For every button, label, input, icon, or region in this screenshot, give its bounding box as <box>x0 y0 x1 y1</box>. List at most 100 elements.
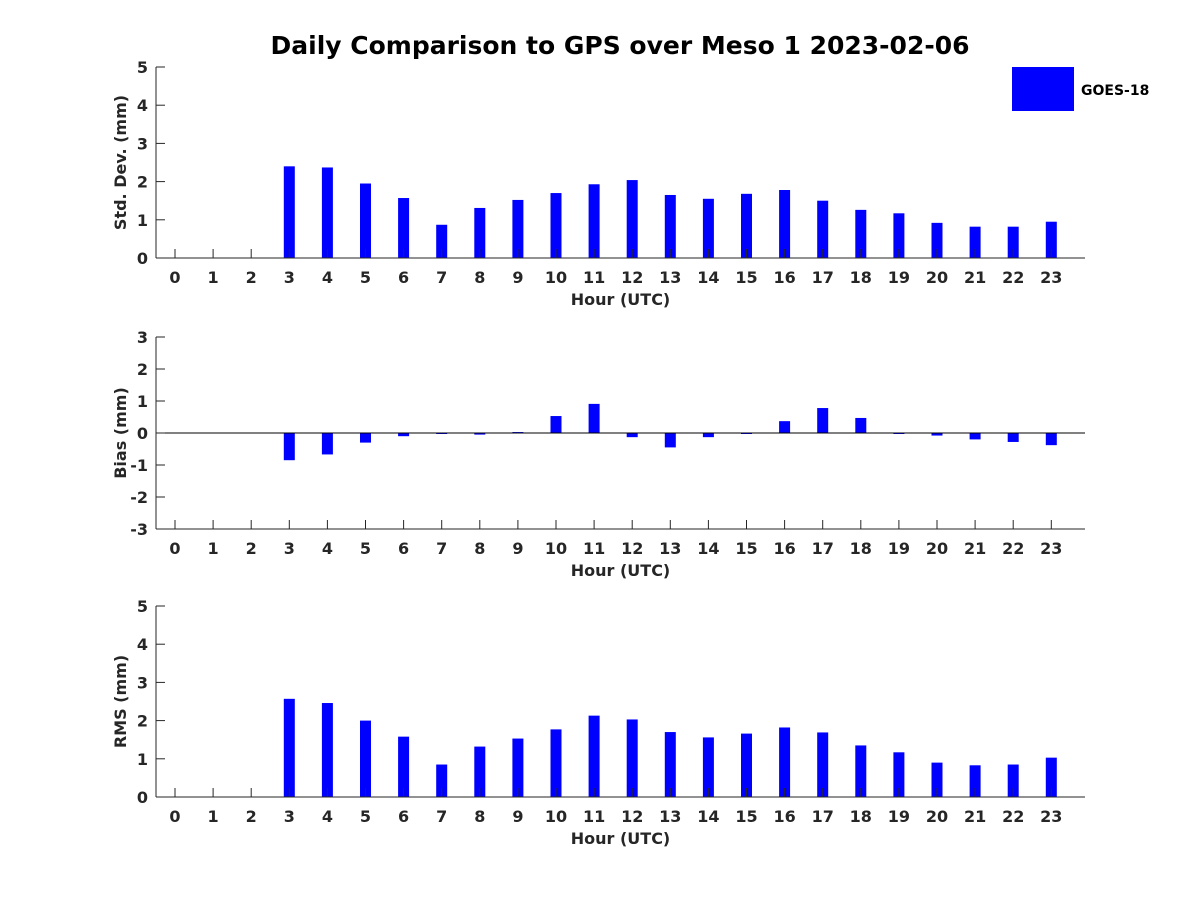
rms-bar-hour-10 <box>550 729 562 797</box>
std-dev-y-tick-label: 3 <box>137 134 148 153</box>
bias-bar-hour-4 <box>321 433 333 455</box>
rms-x-tick-label: 16 <box>773 807 795 826</box>
std-dev-bar-hour-19 <box>893 213 905 258</box>
bias-x-tick-label: 22 <box>1002 539 1024 558</box>
rms-bar-hour-5 <box>360 720 371 797</box>
rms-y-tick-label: 3 <box>137 673 148 692</box>
bias-y-tick-label: -1 <box>130 456 148 475</box>
rms-bar-hour-8 <box>474 746 486 797</box>
bias-bar-hour-5 <box>360 433 371 443</box>
std-dev-x-tick-label: 16 <box>773 268 795 287</box>
rms-bar-hour-17 <box>817 732 829 797</box>
std-dev-x-tick-label: 12 <box>621 268 643 287</box>
bias-bar-hour-11 <box>588 403 600 433</box>
bias-x-tick-label: 10 <box>545 539 567 558</box>
rms-bar-hour-22 <box>1007 764 1019 797</box>
bias-bar-hour-10 <box>550 416 562 433</box>
std-dev-bar-hour-5 <box>360 183 371 258</box>
std-dev-x-tick-label: 2 <box>246 268 257 287</box>
std-dev-bar-hour-12 <box>626 180 638 258</box>
bias-x-tick-label: 1 <box>208 539 219 558</box>
std-dev-bar-hour-15 <box>741 193 752 258</box>
std-dev-bar-hour-9 <box>512 199 524 258</box>
std-dev-bar-hour-7 <box>436 224 448 258</box>
std-dev-bar-hour-18 <box>855 209 867 258</box>
bias-x-tick-label: 8 <box>474 539 485 558</box>
std-dev-bar-hour-13 <box>664 194 676 258</box>
std-dev-bar-hour-20 <box>931 222 943 258</box>
bias-bar-hour-12 <box>626 433 638 438</box>
rms-bar-hour-13 <box>664 732 676 797</box>
std-dev-bar-hour-22 <box>1007 226 1019 258</box>
std-dev-bar-hour-3 <box>283 166 295 258</box>
bias-y-tick-label: 3 <box>137 328 148 347</box>
bias-bar-hour-21 <box>969 433 981 440</box>
std-dev-x-tick-label: 15 <box>735 268 757 287</box>
rms-bar-hour-15 <box>741 733 752 797</box>
rms-x-tick-label: 6 <box>398 807 409 826</box>
std-dev-x-tick-label: 8 <box>474 268 485 287</box>
rms-bar-hour-11 <box>588 715 600 797</box>
std-dev-x-tick-label: 22 <box>1002 268 1024 287</box>
rms-x-tick-label: 2 <box>246 807 257 826</box>
rms-x-tick-label: 9 <box>512 807 523 826</box>
std-dev-x-tick-label: 20 <box>926 268 948 287</box>
bias-x-tick-label: 12 <box>621 539 643 558</box>
std-dev-y-tick-label: 5 <box>137 58 148 77</box>
rms-x-tick-label: 14 <box>697 807 719 826</box>
bias-bar-hour-3 <box>283 433 295 461</box>
bias-bar-hour-17 <box>817 408 829 433</box>
bias-y-tick-label: 0 <box>137 424 148 443</box>
std-dev-y-tick-label: 4 <box>137 96 148 115</box>
std-dev-x-tick-label: 1 <box>208 268 219 287</box>
rms-y-tick-label: 1 <box>137 750 148 769</box>
rms-x-tick-label: 8 <box>474 807 485 826</box>
rms-bar-hour-19 <box>893 752 905 797</box>
rms-bar-hour-18 <box>855 745 867 797</box>
std-dev-bar-hour-6 <box>398 198 410 258</box>
bias-x-tick-label: 0 <box>169 539 180 558</box>
std-dev-x-tick-label: 3 <box>284 268 295 287</box>
rms-x-tick-label: 0 <box>169 807 180 826</box>
std-dev-bar-hour-11 <box>588 184 600 258</box>
rms-x-tick-label: 1 <box>208 807 219 826</box>
rms-x-tick-label: 11 <box>583 807 605 826</box>
std-dev-x-axis-label: Hour (UTC) <box>571 290 671 309</box>
std-dev-bar-hour-4 <box>321 167 333 258</box>
bias-bar-hour-23 <box>1045 433 1057 446</box>
rms-x-tick-label: 21 <box>964 807 986 826</box>
rms-x-tick-label: 10 <box>545 807 567 826</box>
rms-x-tick-label: 18 <box>850 807 872 826</box>
std-dev-x-tick-label: 5 <box>360 268 371 287</box>
rms-bar-hour-21 <box>969 765 981 797</box>
bias-y-tick-label: -2 <box>130 488 148 507</box>
bias-x-tick-label: 9 <box>512 539 523 558</box>
bias-x-tick-label: 5 <box>360 539 371 558</box>
legend: GOES-18 <box>1012 67 1149 111</box>
std-dev-x-tick-label: 10 <box>545 268 567 287</box>
bias-x-tick-label: 14 <box>697 539 719 558</box>
rms-y-tick-label: 5 <box>137 597 148 616</box>
rms-x-tick-label: 13 <box>659 807 681 826</box>
bias-x-axis-label: Hour (UTC) <box>571 561 671 580</box>
rms-x-tick-label: 3 <box>284 807 295 826</box>
bias-x-tick-label: 11 <box>583 539 605 558</box>
std-dev-x-tick-label: 18 <box>850 268 872 287</box>
rms-x-tick-label: 4 <box>322 807 333 826</box>
rms-bar-hour-16 <box>779 727 791 797</box>
bias-x-tick-label: 23 <box>1040 539 1062 558</box>
std-dev-x-tick-label: 0 <box>169 268 180 287</box>
bias-x-tick-label: 13 <box>659 539 681 558</box>
rms-x-tick-label: 17 <box>812 807 834 826</box>
rms-bar-hour-6 <box>398 736 410 797</box>
std-dev-x-tick-label: 13 <box>659 268 681 287</box>
bias-bar-hour-14 <box>702 433 714 438</box>
bias-bar-hour-8 <box>474 433 486 435</box>
rms-bar-hour-12 <box>626 719 638 797</box>
rms-x-tick-label: 22 <box>1002 807 1024 826</box>
bias-bar-hour-6 <box>398 433 410 437</box>
bias-x-tick-label: 18 <box>850 539 872 558</box>
